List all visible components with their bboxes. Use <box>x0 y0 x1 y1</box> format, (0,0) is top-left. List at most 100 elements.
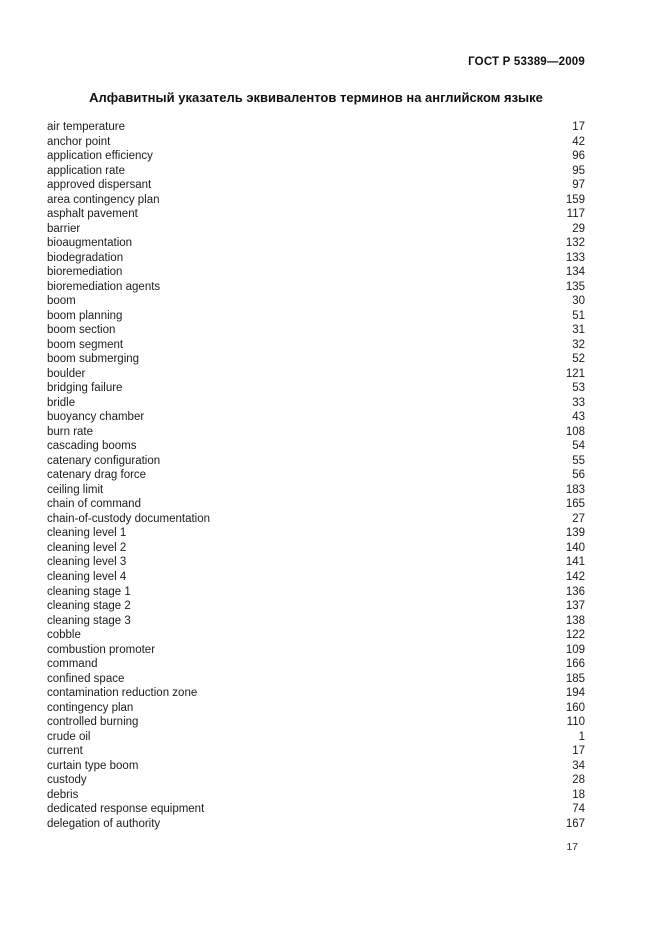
term-page-number: 135 <box>565 280 585 293</box>
term-page-number: 159 <box>565 193 585 206</box>
index-row: cobble 122 <box>47 628 585 643</box>
index-row: buoyancy chamber 43 <box>47 410 585 425</box>
index-row: approved dispersant 97 <box>47 178 585 193</box>
term-page-number: 18 <box>572 788 585 801</box>
term-label: crude oil <box>47 730 91 743</box>
term-page-number: 137 <box>565 600 585 613</box>
term-label: cleaning level 3 <box>47 556 127 569</box>
term-label: boom segment <box>47 338 124 351</box>
standard-code: ГОСТ Р 53389—2009 <box>468 56 585 68</box>
index-row: bioremediation agents 135 <box>47 280 585 295</box>
term-page-number: 17 <box>572 121 585 133</box>
term-page-number: 194 <box>565 687 585 700</box>
index-row: boulder 121 <box>47 367 585 382</box>
index-row: barrier 29 <box>47 222 585 237</box>
index-row: boom segment 32 <box>47 338 585 353</box>
term-label: cobble <box>47 629 81 642</box>
term-label: command <box>47 658 98 671</box>
term-page-number: 42 <box>572 135 585 148</box>
index-row: cleaning stage 1 136 <box>47 585 585 600</box>
term-page-number: 109 <box>565 643 585 656</box>
term-page-number: 51 <box>572 309 585 322</box>
term-label: cleaning stage 1 <box>47 585 131 598</box>
term-page-number: 56 <box>572 469 585 482</box>
index-row: application efficiency 96 <box>47 149 585 164</box>
index-row: crude oil 1 <box>47 730 585 745</box>
term-page-number: 43 <box>572 411 585 424</box>
index-row: cleaning level 3 141 <box>47 555 585 570</box>
term-page-number: 96 <box>572 150 585 163</box>
index-row: burn rate 108 <box>47 425 585 440</box>
index-row: curtain type boom 34 <box>47 759 585 774</box>
term-page-number: 28 <box>572 774 585 787</box>
term-page-number: 52 <box>572 353 585 366</box>
term-page-number: 160 <box>565 701 585 714</box>
term-label: cleaning stage 2 <box>47 600 131 613</box>
term-page-number: 139 <box>565 527 585 540</box>
index-list: air temperature 17 anchor point 42 appli… <box>47 120 585 831</box>
term-label: biodegradation <box>47 251 124 264</box>
index-row: chain of command 165 <box>47 497 585 512</box>
page-number: 17 <box>566 841 578 853</box>
index-row: confined space 185 <box>47 672 585 687</box>
index-row: boom section 31 <box>47 323 585 338</box>
page-title: Алфавитный указатель эквивалентов термин… <box>89 90 543 105</box>
index-row: current 17 <box>47 744 585 759</box>
term-page-number: 121 <box>565 367 585 380</box>
index-row: custody 28 <box>47 773 585 788</box>
index-row: debris 18 <box>47 788 585 803</box>
term-label: current <box>47 745 83 758</box>
term-page-number: 53 <box>572 382 585 395</box>
term-page-number: 33 <box>572 396 585 409</box>
term-label: boulder <box>47 367 86 380</box>
index-row: delegation of authority 167 <box>47 817 585 832</box>
term-label: bioremediation agents <box>47 280 161 293</box>
term-label: area contingency plan <box>47 193 160 206</box>
term-page-number: 108 <box>565 425 585 438</box>
index-row: area contingency plan 159 <box>47 193 585 208</box>
term-page-number: 166 <box>565 658 585 671</box>
term-page-number: 167 <box>565 817 585 830</box>
index-row: chain-of-custody documentation 27 <box>47 512 585 527</box>
term-label: cascading booms <box>47 440 137 453</box>
term-label: bridging failure <box>47 382 123 395</box>
term-page-number: 30 <box>572 295 585 308</box>
term-page-number: 1 <box>578 730 585 743</box>
index-row: cleaning level 4 142 <box>47 570 585 585</box>
index-row: boom 30 <box>47 294 585 309</box>
term-label: combustion promoter <box>47 643 156 656</box>
term-label: bioaugmentation <box>47 237 133 250</box>
index-row: cleaning stage 3 138 <box>47 614 585 629</box>
term-page-number: 133 <box>565 251 585 264</box>
index-row: anchor point 42 <box>47 135 585 150</box>
term-page-number: 32 <box>572 338 585 351</box>
term-label: confined space <box>47 672 125 685</box>
index-row: dedicated response equipment 74 <box>47 802 585 817</box>
term-page-number: 132 <box>565 237 585 250</box>
term-page-number: 134 <box>565 266 585 279</box>
index-row: combustion promoter 109 <box>47 643 585 658</box>
term-label: boom section <box>47 324 116 337</box>
index-row: catenary configuration 55 <box>47 454 585 469</box>
term-page-number: 74 <box>572 803 585 816</box>
index-row: asphalt pavement 117 <box>47 207 585 222</box>
term-page-number: 97 <box>572 179 585 192</box>
term-page-number: 136 <box>565 585 585 598</box>
term-page-number: 140 <box>565 541 585 554</box>
index-row: cleaning stage 2 137 <box>47 599 585 614</box>
index-row: controlled burning 110 <box>47 715 585 730</box>
term-label: barrier <box>47 222 81 235</box>
term-label: burn rate <box>47 425 94 438</box>
term-label: chain-of-custody documentation <box>47 512 211 525</box>
term-label: buoyancy chamber <box>47 411 145 424</box>
term-label: delegation of authority <box>47 817 161 830</box>
index-row: air temperature 17 <box>47 120 585 135</box>
term-page-number: 34 <box>572 759 585 772</box>
term-label: dedicated response equipment <box>47 803 205 816</box>
index-row: cleaning level 1 139 <box>47 526 585 541</box>
index-row: cleaning level 2 140 <box>47 541 585 556</box>
term-label: debris <box>47 788 79 801</box>
index-row: contingency plan 160 <box>47 701 585 716</box>
term-label: cleaning stage 3 <box>47 614 131 627</box>
term-page-number: 29 <box>572 222 585 235</box>
